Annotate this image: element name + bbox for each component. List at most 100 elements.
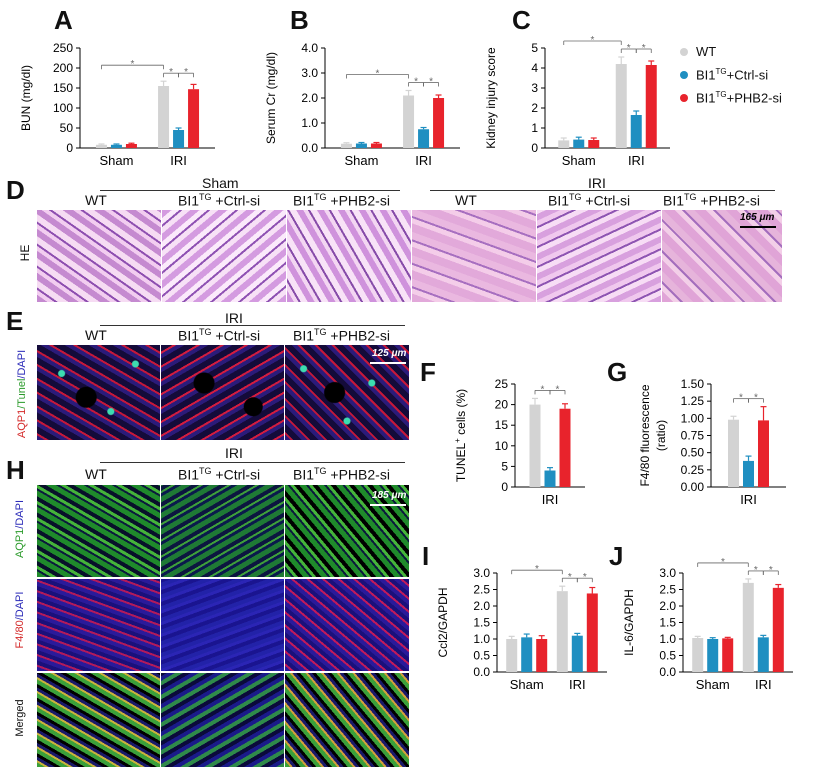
tunel-wt [37, 345, 160, 440]
bar [433, 98, 445, 148]
panel-letter-e: E [6, 306, 24, 336]
d-col-ctrl-1: BI1TG +Ctrl-si [178, 192, 261, 209]
d-scale-label: 165 μm [740, 212, 775, 223]
y-tick-label: 2.0 [301, 91, 318, 105]
legend-swatch-wt [680, 47, 688, 56]
bar [110, 144, 122, 148]
y-tick-label: 0 [531, 141, 538, 155]
panel-letter-a: A [54, 5, 73, 35]
y-tick-label: 5 [531, 41, 538, 55]
y-tick-label: 0.0 [659, 665, 676, 679]
h-scale-bar [370, 504, 406, 506]
x-tick-label: IRI [542, 492, 559, 507]
y-tick-label: 250 [53, 41, 73, 55]
x-tick-label: IRI [740, 492, 757, 507]
sig-star: * [376, 69, 380, 80]
e-group-line [100, 325, 405, 326]
e-group: IRI [225, 310, 243, 326]
x-tick-label: Sham [99, 153, 133, 168]
y-axis-label: F4/80 fluorescence [638, 384, 652, 486]
bar [370, 143, 382, 148]
bar [772, 587, 784, 672]
y-tick-label: 150 [53, 81, 73, 95]
he-sham-ctrl [162, 210, 286, 302]
panel-letter-h: H [6, 455, 25, 485]
y-axis-label: Kidney injury score [484, 47, 498, 149]
panel-letter-d: D [6, 175, 25, 205]
x-tick-label: Sham [562, 153, 596, 168]
bar [743, 460, 754, 487]
panel-letter-c: C [512, 5, 531, 35]
sig-star: * [556, 384, 560, 395]
y-tick-label: 100 [53, 101, 73, 115]
d-col-phb2-1: BI1TG +PHB2-si [293, 192, 390, 209]
y-tick-label: 4.0 [301, 41, 318, 55]
bar [573, 139, 585, 148]
legend-label-wt: WT [696, 44, 717, 59]
sig-star: * [754, 565, 758, 576]
h-aqp1-wt [37, 485, 160, 577]
y-tick-label: 1.00 [681, 411, 705, 425]
chart-b: 0.0 1.0 2.0 3.0 4.0 Serum Cr (mg/dl) Sham IRI * *… [264, 41, 460, 168]
f480-image-grid [37, 485, 409, 767]
sig-star: * [535, 564, 539, 575]
bar [173, 130, 185, 148]
d-group-iri: IRI [588, 175, 606, 191]
h-group: IRI [225, 445, 243, 461]
bar [188, 89, 200, 148]
panel-letter-g: G [607, 357, 628, 387]
bar [571, 635, 583, 672]
e-scale-bar [370, 362, 406, 364]
y-axis-label: Serum Cr (mg/dl) [264, 52, 278, 144]
bar [692, 638, 704, 672]
y-tick-label: 1.0 [659, 632, 676, 646]
y-tick-label: 200 [53, 61, 73, 75]
h-f480-wt [37, 579, 160, 671]
legend-item-phb2: BI1TG+PHB2-si [680, 86, 782, 109]
sig-star: * [131, 59, 135, 70]
y-tick-label: 0.0 [301, 141, 318, 155]
y-tick-label: 0.00 [681, 480, 705, 494]
chart-g: 0.00 0.25 0.50 0.75 1.00 1.25 1.50 F4/80 fluore… [638, 377, 786, 507]
y-tick-label: 1.0 [473, 632, 490, 646]
y-axis-label-2: (ratio) [654, 420, 668, 451]
h-row2-label: F4/80/DAPI [14, 591, 26, 649]
bar [558, 140, 570, 148]
bar [340, 143, 352, 148]
bar [529, 404, 541, 487]
chart-j: 0.0 0.5 1.0 1.5 2.0 2.5 3.0 IL-6/GAPDH Sham IRI * *… [622, 557, 793, 692]
y-tick-label: 15 [495, 418, 509, 432]
d-sham-line [100, 190, 400, 191]
y-tick-label: 3.0 [301, 66, 318, 80]
y-axis-label: BUN (mg/dl) [19, 65, 33, 131]
d-col-wt-1: WT [85, 192, 107, 208]
y-tick-label: 20 [495, 398, 509, 412]
d-group-sham: Sham [202, 175, 239, 191]
he-iri-ctrl [537, 210, 661, 302]
h-f480-ctrl [161, 579, 284, 671]
chart-i: 0.0 0.5 1.0 1.5 2.0 2.5 3.0 Ccl2/GAPDH Sham IRI * *… [436, 564, 607, 692]
bar [158, 86, 170, 148]
y-tick-label: 3.0 [473, 566, 490, 580]
bar [418, 129, 430, 148]
y-tick-label: 0 [501, 480, 508, 494]
bar [544, 470, 556, 487]
chart-c: 0 1 2 3 4 5 Kidney injury score Sham IRI * * * [484, 35, 670, 168]
y-tick-label: 1 [531, 121, 538, 135]
d-col-wt-2: WT [455, 192, 477, 208]
h-col-ctrl: BI1TG +Ctrl-si [178, 466, 261, 483]
d-scale-bar [740, 226, 776, 228]
d-iri-line [430, 190, 775, 191]
e-row-label: AQP1/Tunel/DAPI [16, 349, 28, 439]
x-tick-label: Sham [510, 677, 544, 692]
legend-swatch-ctrl [680, 70, 688, 79]
tunel-phb2 [285, 345, 409, 440]
bar [586, 593, 598, 672]
y-tick-label: 50 [60, 121, 74, 135]
chart-a: 0 50 100 150 200 250 BUN (mg/dl) Sham IRI * * * [19, 41, 215, 168]
legend-item-ctrl: BI1TG+Ctrl-si [680, 63, 782, 86]
panel-letter-f: F [420, 357, 436, 387]
h-col-phb2: BI1TG +PHB2-si [293, 466, 390, 483]
y-tick-label: 2.5 [473, 583, 490, 597]
bar [506, 639, 518, 672]
